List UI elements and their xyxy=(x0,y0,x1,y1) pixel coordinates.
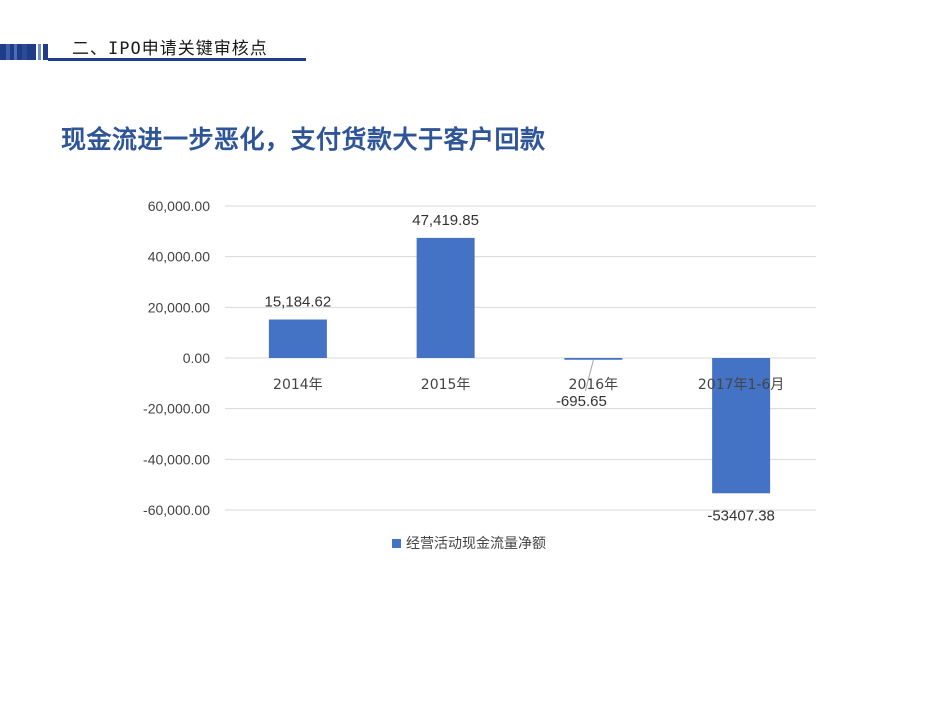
bar xyxy=(416,237,475,358)
y-tick-label: 20,000.00 xyxy=(148,299,210,315)
data-label: 47,419.85 xyxy=(412,212,479,229)
header-decoration xyxy=(0,44,306,61)
y-tick-label: -40,000.00 xyxy=(143,451,210,467)
y-tick-label: -20,000.00 xyxy=(143,401,210,417)
y-tick-label: -60,000.00 xyxy=(143,502,210,518)
x-category-label: 2017年1-6月 xyxy=(698,377,785,393)
section-title: 二、IPO申请关键审核点 xyxy=(72,39,268,59)
y-tick-label: 60,000.00 xyxy=(148,198,210,214)
y-tick-label: 0.00 xyxy=(183,350,210,366)
slide-title: 现金流进一步恶化，支付货款大于客户回款 xyxy=(61,125,546,154)
legend-swatch xyxy=(392,538,401,548)
data-label: -695.65 xyxy=(556,393,607,410)
leader-line xyxy=(584,359,594,392)
x-category-label: 2016年 xyxy=(569,377,619,393)
data-label: -53407.38 xyxy=(707,507,775,524)
chart-legend: 经营活动现金流量净额 xyxy=(392,533,546,553)
legend-label: 经营活动现金流量净额 xyxy=(406,536,546,552)
bar xyxy=(268,319,327,358)
y-tick-label: 40,000.00 xyxy=(148,249,210,265)
bar xyxy=(712,358,771,494)
x-category-label: 2015年 xyxy=(421,377,471,393)
bar xyxy=(564,358,623,360)
data-label: 15,184.62 xyxy=(265,294,332,311)
x-category-label: 2014年 xyxy=(273,377,323,393)
